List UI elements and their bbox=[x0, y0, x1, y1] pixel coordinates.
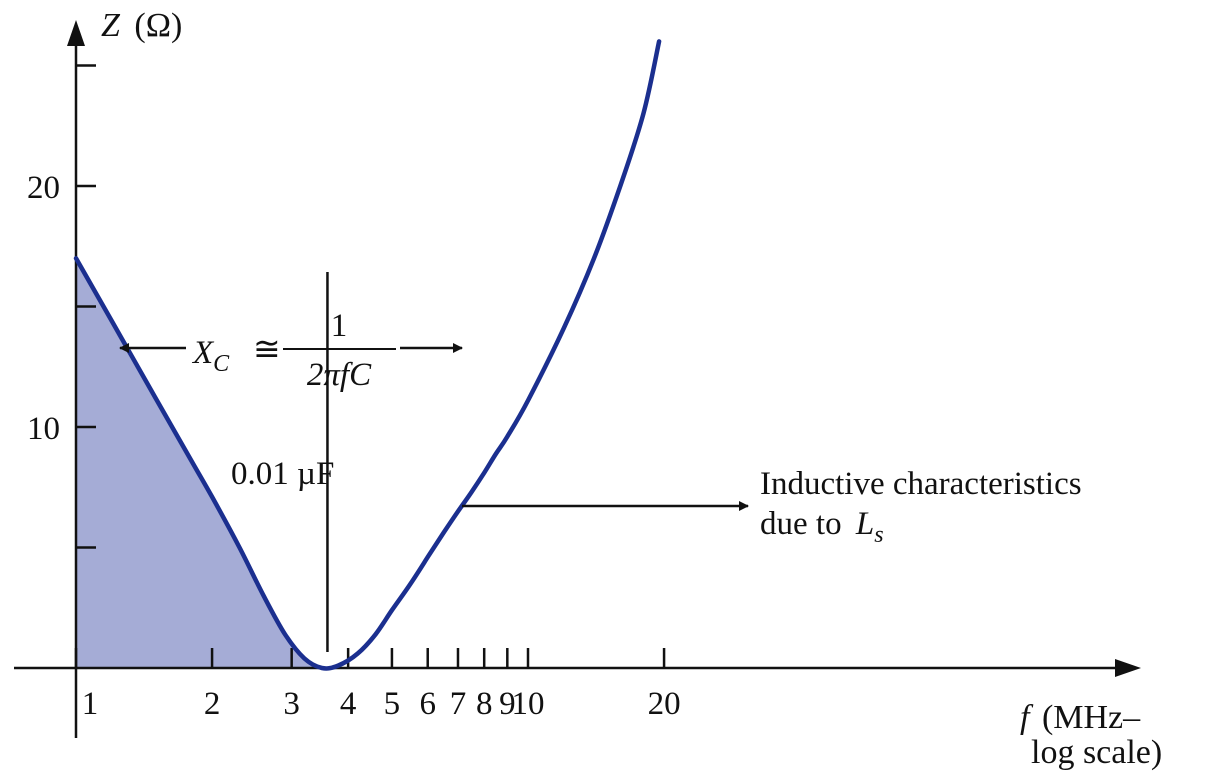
y-axis-symbol: Z bbox=[101, 7, 121, 44]
xc-denominator: 2πfC bbox=[307, 357, 372, 393]
xc-symbol: XC bbox=[191, 335, 230, 377]
x-tick-label: 10 bbox=[512, 686, 545, 722]
y-axis-title: Z (Ω) bbox=[101, 7, 182, 44]
x-tick-label: 6 bbox=[419, 686, 436, 722]
x-tick-label: 1 bbox=[82, 686, 99, 722]
y-axis-unit: (Ω) bbox=[134, 7, 182, 44]
xc-numerator: 1 bbox=[331, 308, 348, 344]
y-axis-arrowhead bbox=[67, 20, 85, 46]
x-axis-title-line1: f (MHz– bbox=[1020, 699, 1141, 736]
capacitive-region-fill bbox=[76, 258, 328, 668]
inductive-label-line1: Inductive characteristics bbox=[760, 466, 1082, 502]
capacitor-label: 0.01 µF bbox=[231, 456, 334, 492]
x-tick-label: 8 bbox=[476, 686, 493, 722]
inductive-label-line2: due to Ls bbox=[760, 506, 884, 548]
x-axis-arrowhead bbox=[1115, 659, 1141, 677]
x-tick-label: 9 bbox=[499, 686, 516, 722]
y-tick-label: 20 bbox=[27, 170, 60, 206]
x-tick-label: 5 bbox=[384, 686, 401, 722]
x-tick-label: 3 bbox=[283, 686, 300, 722]
x-tick-label: 2 bbox=[204, 686, 221, 722]
impedance-curve bbox=[73, 39, 662, 671]
y-tick-label: 10 bbox=[27, 411, 60, 447]
x-axis-title-line2: log scale) bbox=[1031, 734, 1162, 771]
xc-approx-sign: ≅ bbox=[253, 332, 281, 368]
x-axis-unit-line1: (MHz– bbox=[1042, 699, 1141, 736]
x-tick-label: 4 bbox=[340, 686, 357, 722]
x-axis-symbol: f bbox=[1020, 699, 1034, 736]
x-tick-label: 20 bbox=[648, 686, 681, 722]
x-axis-ticks: 1 2 3 4 5 6 7 8 910 20 bbox=[74, 648, 681, 722]
x-tick-label: 7 bbox=[450, 686, 467, 722]
y-axis-ticks: 10 20 bbox=[27, 64, 96, 549]
